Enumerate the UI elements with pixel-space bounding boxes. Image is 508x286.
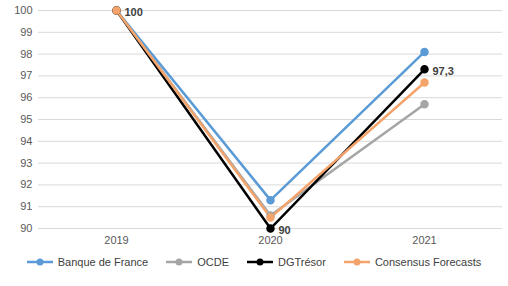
svg-text:92: 92 [20, 178, 32, 190]
svg-text:99: 99 [20, 26, 32, 38]
svg-text:93: 93 [20, 157, 32, 169]
svg-text:95: 95 [20, 113, 32, 125]
svg-text:97: 97 [20, 69, 32, 81]
svg-text:96: 96 [20, 91, 32, 103]
html-text:OCDE: OCDE [197, 256, 229, 268]
svg-text:98: 98 [20, 48, 32, 60]
svg-text:97,3: 97,3 [433, 65, 454, 77]
html-text:DGTrésor: DGTrésor [278, 256, 326, 268]
svg-text:2021: 2021 [412, 234, 436, 246]
html-text:Banque de France: Banque de France [57, 256, 149, 268]
svg-text:90: 90 [20, 222, 32, 234]
html-text:Consensus Forecasts: Consensus Forecasts [374, 256, 482, 268]
svg-text:2020: 2020 [258, 234, 282, 246]
svg-text:2019: 2019 [104, 234, 128, 246]
svg-text:91: 91 [20, 200, 32, 212]
svg-text:100: 100 [14, 4, 32, 16]
svg-text:100: 100 [125, 6, 143, 18]
svg-text:94: 94 [20, 135, 32, 147]
svg-text:90: 90 [278, 224, 291, 236]
